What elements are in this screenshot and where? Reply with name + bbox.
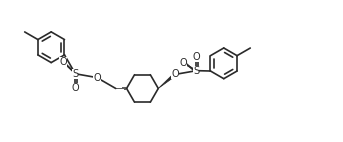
Text: O: O — [171, 69, 179, 79]
Text: O: O — [72, 83, 79, 93]
Text: O: O — [193, 52, 200, 61]
Text: O: O — [93, 73, 100, 83]
Text: O: O — [179, 58, 187, 68]
Text: S: S — [72, 69, 79, 79]
Polygon shape — [158, 73, 176, 88]
Text: S: S — [193, 66, 200, 76]
Text: O: O — [59, 57, 67, 66]
